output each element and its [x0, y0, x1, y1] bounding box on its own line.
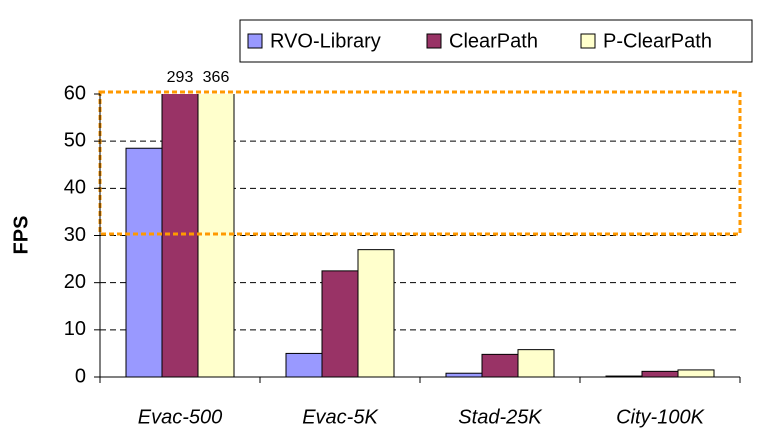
- y-tick-label: 60: [64, 82, 86, 104]
- legend-label: P-ClearPath: [603, 30, 712, 52]
- legend-swatch: [247, 33, 263, 49]
- y-tick-label: 0: [75, 365, 86, 387]
- x-tick-label: Evac-5K: [302, 406, 379, 428]
- bar: [445, 372, 483, 378]
- legend-label: ClearPath: [449, 30, 538, 52]
- legend-swatch: [580, 33, 596, 49]
- y-tick-label: 10: [64, 318, 86, 340]
- bar: [285, 352, 323, 378]
- bar: [321, 270, 359, 378]
- value-label: 366: [203, 69, 230, 86]
- legend-label: RVO-Library: [270, 30, 381, 52]
- x-tick-label: Stad-25K: [458, 406, 543, 428]
- bar: [125, 147, 163, 378]
- bar: [481, 353, 519, 378]
- value-label: 293: [167, 69, 194, 86]
- legend-swatch: [426, 33, 442, 49]
- x-tick-label: Evac-500: [138, 406, 223, 428]
- y-tick-label: 40: [64, 177, 86, 199]
- bar: [641, 370, 679, 378]
- bar: [161, 94, 199, 378]
- y-tick-label: 50: [64, 129, 86, 151]
- bar: [357, 249, 395, 378]
- bar: [677, 369, 715, 378]
- y-axis-label: FPS: [10, 216, 32, 255]
- y-tick-label: 30: [64, 224, 86, 246]
- y-tick-label: 20: [64, 271, 86, 293]
- x-tick-label: City-100K: [616, 406, 705, 428]
- bar: [197, 94, 235, 378]
- legend: RVO-Library ClearPath P-ClearPath: [247, 30, 712, 52]
- bar: [517, 349, 555, 378]
- legend-box: [239, 19, 753, 63]
